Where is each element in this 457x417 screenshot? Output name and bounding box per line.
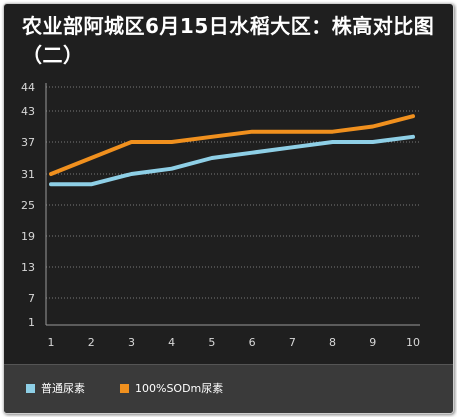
y-tick-label: 43 (21, 105, 35, 118)
x-tick-labels: 1 2 3 4 5 6 7 8 9 10 (48, 336, 421, 349)
line-chart: 1 7 13 19 25 31 37 43 44 1 2 3 4 5 6 7 8 9 10 (21, 81, 421, 349)
y-tick-label: 13 (21, 261, 35, 274)
chart-title: 农业部阿城区6月15日水稻大区：株高对比图（二） (22, 14, 435, 67)
y-tick-label: 7 (28, 292, 35, 305)
legend-label-series-1: 普通尿素 (41, 382, 85, 395)
y-tick-label: 31 (21, 168, 35, 181)
y-tick-labels: 1 7 13 19 25 31 37 43 44 (21, 81, 35, 329)
chart-frame: 农业部阿城区6月15日水稻大区：株高对比图（二） 1 7 13 19 25 31 37 43 4… (3, 3, 454, 414)
x-tick-label: 6 (249, 336, 256, 349)
legend-swatch-series-2 (120, 383, 129, 393)
y-tick-label: 44 (21, 81, 35, 94)
legend-item-series-1: 普通尿素 (26, 380, 85, 396)
x-tick-label: 9 (369, 336, 376, 349)
x-tick-label: 7 (289, 336, 296, 349)
legend-label-series-2: 100%SODm尿素 (135, 382, 224, 395)
x-tick-label: 2 (88, 336, 95, 349)
series-line-2 (49, 114, 415, 176)
grid-lines (46, 86, 420, 299)
legend-swatch-series-1 (26, 383, 35, 393)
x-tick-label: 10 (406, 336, 420, 349)
x-tick-label: 5 (208, 336, 215, 349)
x-tick-label: 1 (48, 336, 55, 349)
y-tick-label: 37 (21, 136, 35, 149)
legend: 普通尿素 100%SODm尿素 (4, 364, 453, 413)
legend-item-series-2: 100%SODm尿素 (120, 380, 223, 396)
y-tick-label: 19 (21, 230, 35, 243)
series-lines (49, 114, 415, 187)
x-tick-label: 8 (329, 336, 336, 349)
y-tick-label: 1 (28, 316, 35, 329)
y-tick-label: 25 (21, 199, 35, 212)
x-tick-label: 3 (128, 336, 135, 349)
series-line-1 (49, 134, 415, 187)
x-tick-label: 4 (168, 336, 175, 349)
